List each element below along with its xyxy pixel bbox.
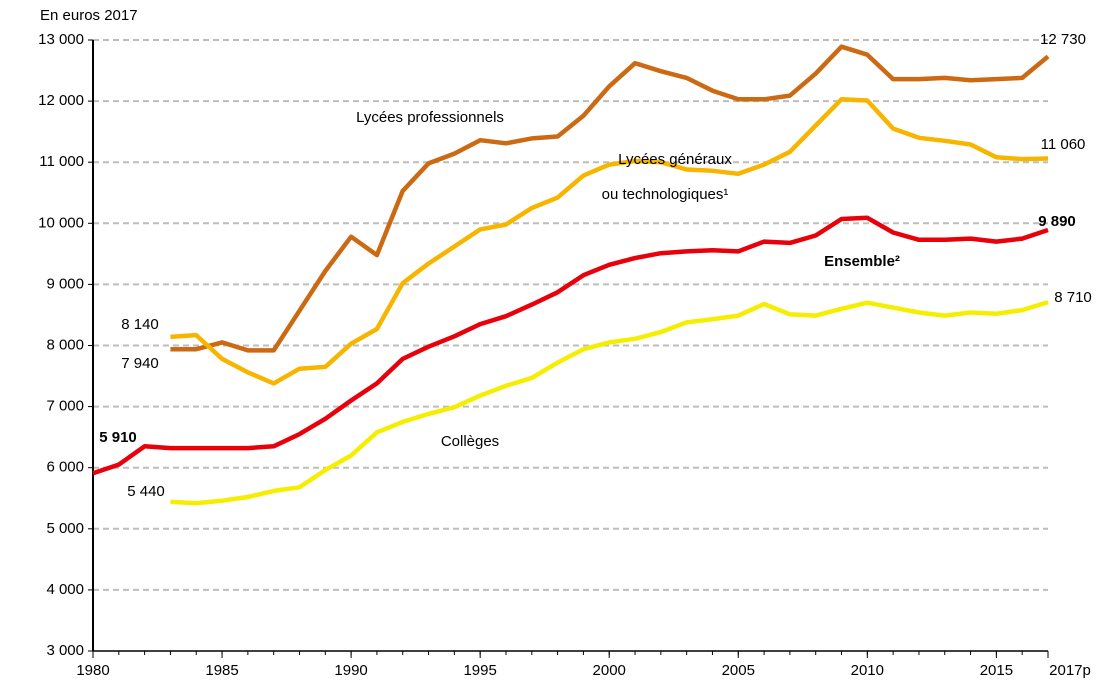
x-tick-label: 2005 xyxy=(722,662,755,679)
x-tick-label: 1995 xyxy=(463,662,496,679)
series-name: Lycées généraux xyxy=(618,151,732,168)
y-tick-label: 10 000 xyxy=(38,214,84,231)
x-tick-label: 1980 xyxy=(76,662,109,679)
value-label: 5 910 xyxy=(99,429,137,446)
y-tick-label: 5 000 xyxy=(46,520,84,537)
x-tick-label: 2000 xyxy=(593,662,626,679)
x-tick-label: 1990 xyxy=(334,662,367,679)
y-tick-label: 6 000 xyxy=(46,459,84,476)
series-line xyxy=(170,299,1049,506)
series-line xyxy=(92,215,1049,476)
value-label: 7 940 xyxy=(121,355,159,372)
series-line xyxy=(170,44,1050,353)
series-name: Collèges xyxy=(441,433,499,450)
value-label: 12 730 xyxy=(1040,31,1086,48)
y-tick-label: 8 000 xyxy=(46,336,84,353)
value-label: 8 710 xyxy=(1054,289,1092,306)
x-tick-label: 2017p xyxy=(1049,662,1091,679)
y-tick-label: 13 000 xyxy=(38,31,84,48)
series-name: ou technologiques¹ xyxy=(602,186,729,203)
series-line xyxy=(170,97,1049,386)
value-label: 8 140 xyxy=(121,316,159,333)
y-tick-label: 7 000 xyxy=(46,398,84,415)
x-tick-label: 1985 xyxy=(205,662,238,679)
y-tick-label: 11 000 xyxy=(39,153,84,170)
value-label: 9 890 xyxy=(1038,213,1076,230)
y-tick-label: 3 000 xyxy=(46,642,84,659)
series-name: Lycées professionnels xyxy=(356,109,504,126)
y-tick-label: 12 000 xyxy=(38,92,84,109)
y-axis-label: En euros 2017 xyxy=(40,7,138,24)
y-tick-label: 9 000 xyxy=(46,275,84,292)
value-label: 11 060 xyxy=(1041,136,1086,153)
x-tick-label: 2015 xyxy=(980,662,1013,679)
x-tick-label: 2010 xyxy=(851,662,884,679)
y-tick-label: 4 000 xyxy=(46,581,84,598)
series-name: Ensemble² xyxy=(824,253,900,270)
value-label: 5 440 xyxy=(127,483,165,500)
